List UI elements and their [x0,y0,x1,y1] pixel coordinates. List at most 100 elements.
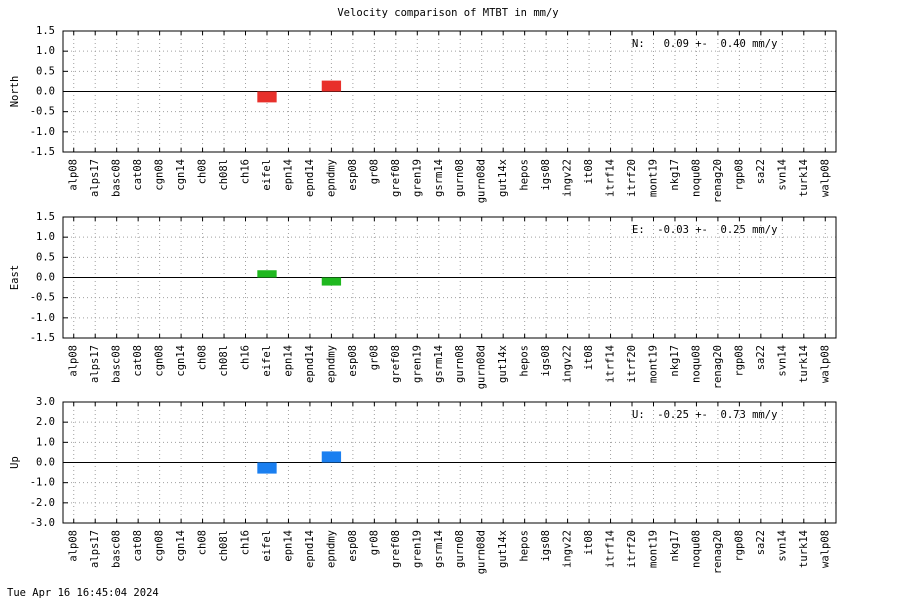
chart-title: Velocity comparison of MTBT in mm/y [337,7,558,19]
x-tick-label: gren19 [411,159,423,197]
y-tick-label: 0.5 [36,251,55,263]
x-tick-label: igs08 [540,530,552,562]
x-tick-label: renag20 [712,159,724,203]
x-tick-label: gsrm14 [433,159,445,197]
x-tick-label: sa22 [755,159,767,184]
x-tick-label: gurn08d [476,159,488,203]
x-tick-label: itrf20 [626,345,638,383]
x-tick-label: gsrm14 [433,345,445,383]
x-tick-label: basc08 [111,530,123,568]
x-tick-label: svn14 [776,159,788,191]
x-tick-label: gurn08 [454,345,466,383]
x-tick-label: cgn08 [154,530,166,562]
x-tick-label: ch16 [240,530,252,555]
x-tick-label: gren19 [411,345,423,383]
x-tick-label: nkg17 [669,159,681,191]
y-tick-label: -1.5 [30,146,55,158]
x-tick-label: it08 [583,345,595,370]
x-tick-label: cat08 [132,159,144,191]
x-tick-label: itrf14 [605,530,617,568]
x-tick-label: ingv22 [562,159,574,197]
x-tick-label: gut14x [497,345,509,383]
x-tick-label: itrf14 [605,345,617,383]
x-tick-label: epndmy [325,345,337,383]
y-tick-label: -1.0 [30,126,55,138]
bar [257,270,277,278]
x-tick-label: igs08 [540,345,552,377]
x-tick-label: gurn08d [476,345,488,389]
x-tick-label: it08 [583,159,595,184]
x-tick-label: ch08 [197,530,209,555]
x-tick-label: turk14 [798,159,810,197]
x-tick-label: esp08 [347,530,359,562]
x-tick-label: gref08 [390,345,402,383]
x-tick-label: alp08 [68,345,80,377]
bar [257,462,277,474]
x-tick-label: gut14x [497,530,509,568]
x-tick-label: epnd14 [304,159,316,197]
annotation: U: -0.25 +- 0.73 mm/y [632,409,777,421]
x-tick-label: cat08 [132,530,144,562]
x-tick-label: esp08 [347,159,359,191]
y-tick-label: 1.0 [36,45,55,57]
y-axis-label: Up [9,456,21,469]
x-tick-label: noqu08 [690,159,702,197]
x-tick-label: epndmy [325,159,337,197]
y-tick-label: -2.0 [30,497,55,509]
x-tick-label: ingv22 [562,530,574,568]
x-tick-label: svn14 [776,345,788,377]
bar [257,91,277,103]
x-tick-label: itrf14 [605,159,617,197]
x-tick-label: epn14 [282,159,294,191]
annotation: N: 0.09 +- 0.40 mm/y [632,38,777,50]
x-tick-label: noqu08 [690,530,702,568]
x-tick-label: cgn08 [154,345,166,377]
bar [321,80,342,92]
x-tick-label: hepos [519,345,531,377]
x-tick-label: basc08 [111,345,123,383]
x-tick-label: alp08 [68,159,80,191]
x-tick-label: eifel [261,345,273,377]
x-tick-label: cat08 [132,345,144,377]
y-tick-label: -1.5 [30,332,55,344]
x-tick-label: gurn08 [454,159,466,197]
x-tick-label: rgp08 [733,530,745,562]
x-tick-label: epndmy [325,530,337,568]
x-tick-label: epnd14 [304,530,316,568]
x-tick-label: rgp08 [733,159,745,191]
x-tick-label: epn14 [282,530,294,562]
y-tick-label: 1.5 [36,25,55,37]
y-tick-label: 1.0 [36,231,55,243]
x-tick-label: ch08 [197,159,209,184]
x-tick-label: ingv22 [562,345,574,383]
x-tick-label: alp08 [68,530,80,562]
y-tick-label: 0.0 [36,86,55,98]
x-tick-label: turk14 [798,530,810,568]
x-tick-label: alps17 [89,159,101,197]
x-tick-label: renag20 [712,530,724,574]
bar [321,277,342,286]
x-tick-label: eifel [261,159,273,191]
y-tick-label: -1.0 [30,477,55,489]
x-tick-label: epn14 [282,345,294,377]
x-tick-label: walp08 [819,345,831,383]
x-tick-label: gurn08 [454,530,466,568]
plot-frame [62,216,837,339]
x-tick-label: renag20 [712,345,724,389]
x-tick-label: ch08l [218,159,230,191]
x-tick-label: sa22 [755,530,767,555]
x-tick-label: gurn08d [476,530,488,574]
x-tick-label: igs08 [540,159,552,191]
x-tick-label: cgn14 [175,345,187,377]
annotation: E: -0.03 +- 0.25 mm/y [632,224,777,236]
x-tick-label: cgn14 [175,530,187,562]
y-tick-label: -0.5 [30,292,55,304]
y-tick-label: 1.0 [36,436,55,448]
x-tick-label: gsrm14 [433,530,445,568]
x-tick-label: gut14x [497,159,509,197]
x-tick-label: it08 [583,530,595,555]
y-tick-label: -1.0 [30,312,55,324]
x-tick-label: noqu08 [690,345,702,383]
